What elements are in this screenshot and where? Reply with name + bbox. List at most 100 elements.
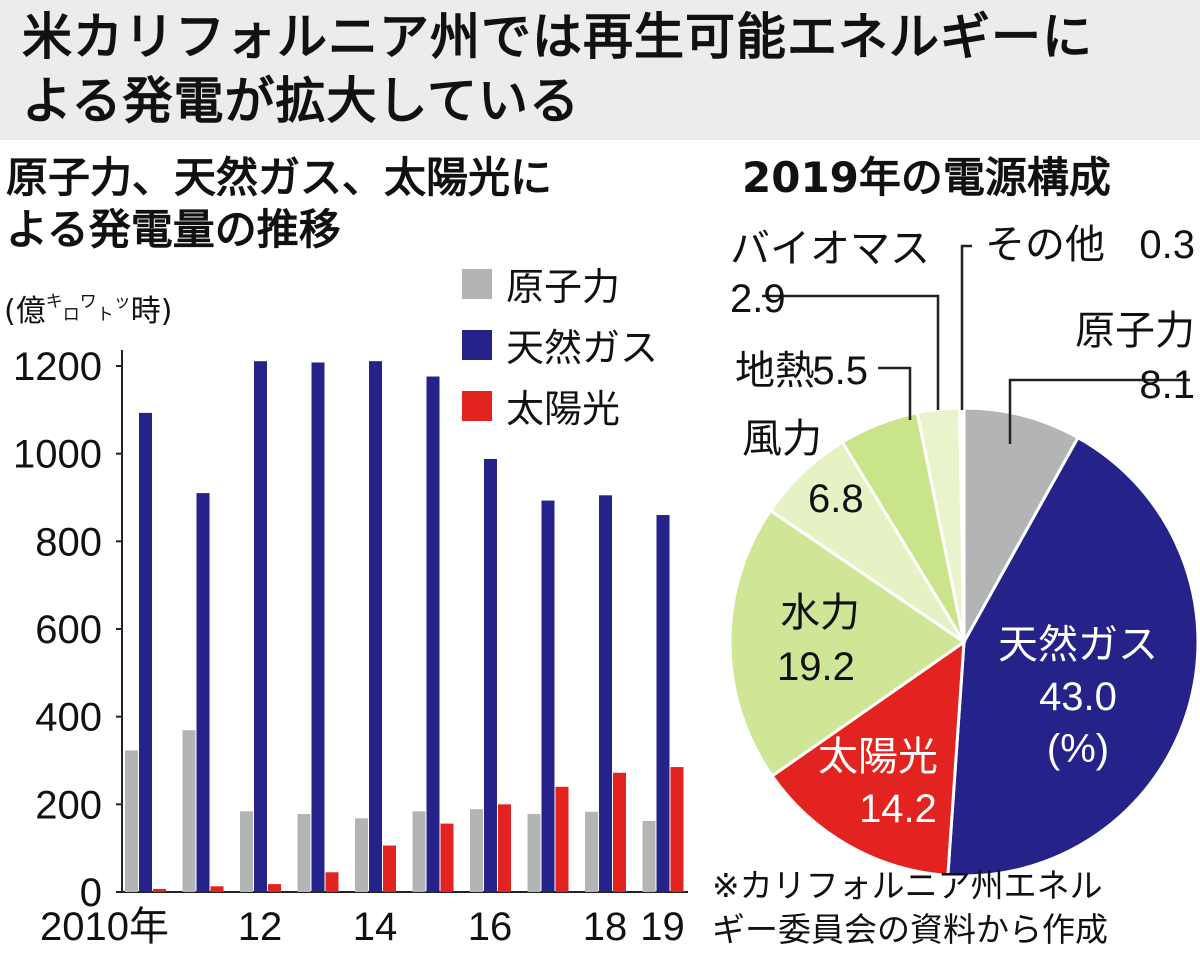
pie-chart-slices: [728, 406, 1200, 878]
pie-label-geothermal-name: 地熱: [735, 349, 815, 393]
pie-label-other-name: その他: [985, 223, 1105, 267]
bar-solar-2011: [210, 886, 224, 892]
legend-label-nuclear: 原子力: [506, 265, 621, 309]
y-tick-label: 0: [80, 871, 102, 915]
bar-solar-2012: [268, 884, 281, 892]
unit-main: 億: [15, 294, 46, 329]
x-tick-label: 12: [238, 905, 283, 949]
bar-nuclear-2011: [182, 730, 196, 892]
bar-chart-title-line1: 原子力、天然ガス、太陽光に: [6, 153, 553, 202]
unit-to: ト: [96, 305, 114, 325]
bar-nuclear-2012: [240, 811, 253, 892]
bar-nuclear-2017: [527, 813, 541, 892]
bar-nuclear-2013: [297, 813, 311, 892]
pie-label-nuclear-name: 原子力: [1075, 309, 1195, 353]
bar-nuclear-2019: [642, 820, 656, 892]
bar-nuclear-2015: [412, 811, 426, 892]
pie-label-solar-name: 太陽光: [818, 735, 938, 779]
bar-gas-2013: [311, 362, 325, 892]
footnote-line2: ギー委員会の資料から作成: [712, 910, 1108, 949]
unit-wa: ワ: [79, 292, 97, 312]
bar-gas-2011: [196, 493, 210, 892]
pie-label-gas-name: 天然ガス: [998, 623, 1158, 667]
y-tick-label: 400: [35, 696, 102, 740]
y-tick-label: 1200: [13, 345, 102, 389]
x-tick-label: 2010年: [40, 905, 169, 949]
bar-solar-2017: [555, 786, 569, 892]
source-footnote: ※カリフォルニア州エネル ギー委員会の資料から作成: [712, 864, 1108, 952]
bar-nuclear-2014: [355, 818, 368, 892]
y-tick-label: 600: [35, 608, 102, 652]
pie-chart-title: 2019年の電源構成: [742, 153, 1111, 202]
bar-gas-2017: [541, 500, 555, 892]
bar-chart-bars: [125, 361, 684, 892]
bar-gas-2016: [484, 458, 497, 892]
pie-chart-labels: 原子力 8.1 その他 0.3 バイオマス 2.9 地熱5.5 風力 6.8 水力 19.2 天然ガス…: [730, 223, 1195, 831]
bar-solar-2014: [383, 845, 396, 892]
y-tick-label: 800: [35, 520, 102, 564]
x-tick-label: 14: [353, 905, 398, 949]
pie-slice-solar: [770, 638, 966, 878]
header-banner: 米カリフォルニア州では再生可能エネルギーに よる発電が拡大している: [0, 0, 1200, 140]
leader-biomass: [762, 294, 940, 410]
bar-solar-2010: [153, 888, 166, 892]
pie-label-other-value: 0.3: [1139, 223, 1195, 267]
unit-xtsu: ッ: [113, 292, 131, 312]
x-tick-label: 18: [583, 905, 628, 949]
pie-label-geothermal-value: 5.5: [812, 349, 868, 393]
y-tick-label: 1000: [13, 433, 102, 477]
leader-geothermal: [878, 366, 912, 420]
legend-swatch-nuclear: [462, 268, 492, 299]
bar-gas-2019: [656, 515, 670, 892]
pie-label-biomass-name: バイオマス: [730, 227, 930, 271]
headline-line1: 米カリフォルニア州では再生可能エネルギーに: [22, 8, 1093, 66]
legend-item-solar: 太陽光: [462, 378, 620, 431]
pie-label-hydro-name: 水力: [780, 591, 860, 635]
pie-label-solar-value: 14.2: [859, 787, 937, 831]
legend-label-solar: 太陽光: [506, 387, 621, 431]
bar-solar-2018: [613, 772, 626, 892]
y-tick-label: 200: [35, 783, 102, 827]
pie-slice-nuclear: [962, 406, 1081, 648]
bar-gas-2014: [369, 361, 382, 892]
y-axis-unit-label: (億キロワトッ時): [4, 292, 173, 329]
x-tick-label: 19: [640, 905, 685, 949]
unit-ji: 時: [130, 294, 161, 329]
x-tick-label: 16: [468, 905, 513, 949]
bar-gas-2015: [426, 376, 440, 892]
leader-other: [960, 244, 972, 410]
bar-nuclear-2010: [125, 750, 138, 892]
pie-label-wind-name: 風力: [742, 417, 822, 461]
unit-ro: ロ: [62, 305, 80, 325]
bar-solar-2013: [325, 872, 339, 892]
legend-item-gas: 天然ガス: [462, 317, 658, 370]
pie-leader-lines: [762, 244, 1190, 444]
bar-nuclear-2018: [585, 811, 598, 892]
leader-nuclear: [1008, 378, 1190, 444]
bar-chart-axis: 0 200 400 600 800 1000 1200 2010年 12 14 16 18 19: [13, 345, 688, 949]
legend-swatch-solar: [462, 390, 492, 421]
bar-solar-2015: [440, 823, 454, 892]
pie-label-biomass-value: 2.9: [730, 277, 786, 321]
legend-item-nuclear: 原子力: [462, 256, 620, 309]
bar-solar-2016: [498, 804, 511, 892]
pie-label-nuclear-value: 8.1: [1139, 363, 1195, 407]
pie-label-gas-value: 43.0: [1039, 675, 1117, 719]
bar-solar-2019: [670, 767, 684, 892]
bar-gas-2010: [139, 412, 152, 892]
legend-swatch-gas: [462, 329, 492, 360]
legend-label-gas: 天然ガス: [506, 326, 659, 370]
bar-gas-2012: [254, 361, 267, 892]
bar-chart-title-line2: よる発電量の推移: [6, 205, 341, 254]
footnote-line1: ※カリフォルニア州エネル: [712, 866, 1103, 905]
pie-slice-hydro: [728, 508, 967, 779]
unit-ki: キ: [45, 292, 63, 312]
pie-label-unit: (%): [1047, 727, 1109, 771]
pie-label-wind-value: 6.8: [808, 477, 864, 521]
bar-nuclear-2016: [470, 809, 483, 892]
pie-slice-gas: [946, 435, 1200, 878]
headline-line2: よる発電が拡大している: [22, 72, 580, 130]
bar-gas-2018: [599, 495, 612, 892]
pie-label-hydro-value: 19.2: [777, 645, 855, 689]
